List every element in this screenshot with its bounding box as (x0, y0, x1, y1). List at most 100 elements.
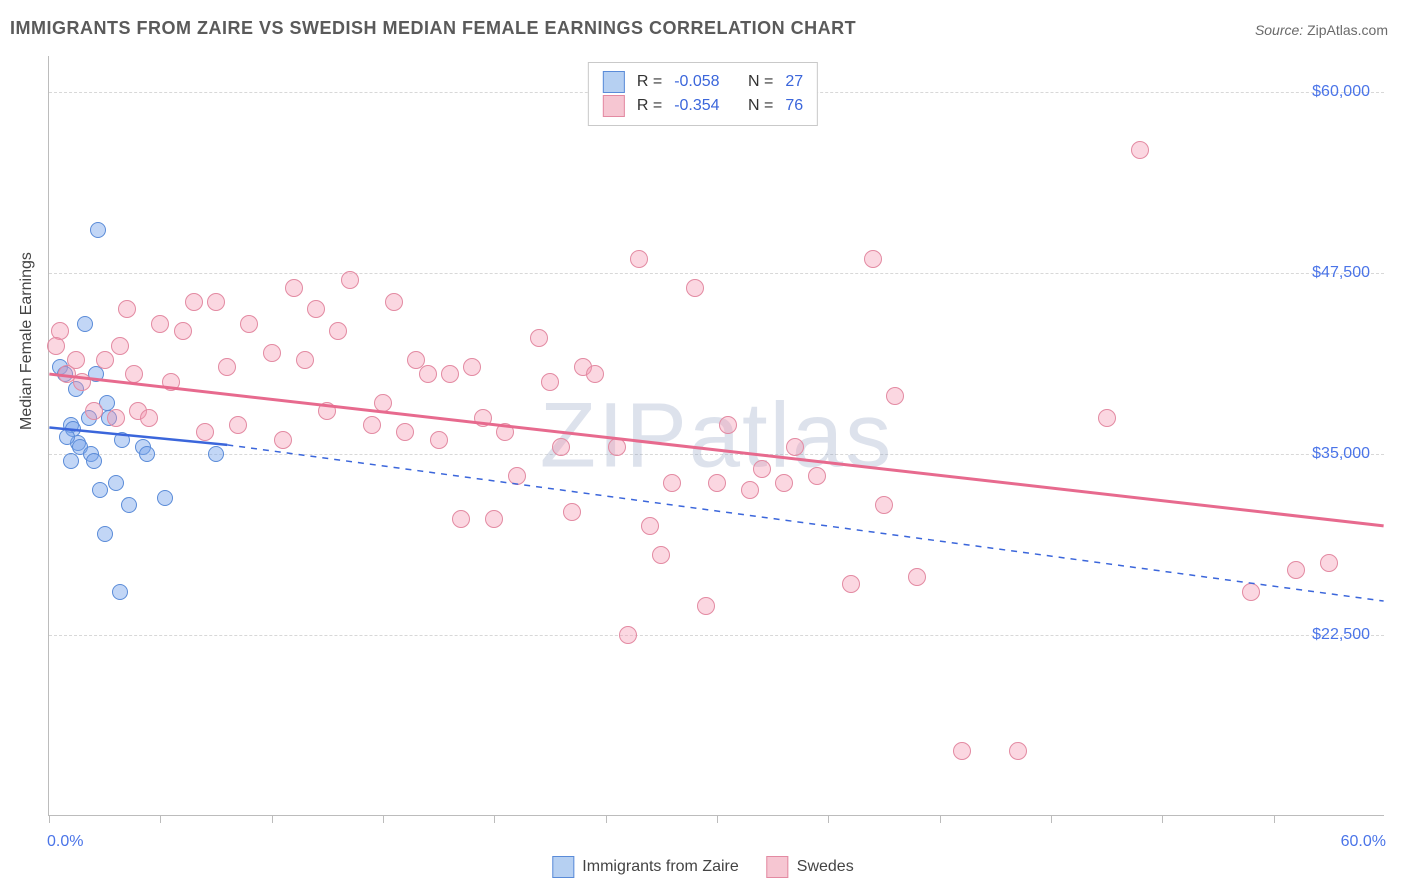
legend-r-value-zaire: -0.058 (674, 73, 719, 91)
legend-row-swedes: R = -0.354 N = 76 (603, 95, 803, 117)
data-point-swedes (563, 503, 581, 521)
legend-r-label: R = (637, 73, 662, 91)
legend-n-label: N = (748, 73, 773, 91)
data-point-swedes (396, 423, 414, 441)
x-tick (606, 815, 607, 823)
watermark: ZIPatlas (540, 383, 893, 488)
data-point-swedes (162, 373, 180, 391)
data-point-zaire (86, 453, 102, 469)
data-point-swedes (207, 293, 225, 311)
data-point-swedes (151, 315, 169, 333)
data-point-swedes (496, 423, 514, 441)
data-point-zaire (208, 446, 224, 462)
data-point-swedes (886, 387, 904, 405)
data-point-swedes (274, 431, 292, 449)
trend-lines-layer (49, 56, 1384, 815)
x-tick (160, 815, 161, 823)
data-point-swedes (652, 546, 670, 564)
legend-swatch-zaire-icon (552, 856, 574, 878)
data-point-zaire (112, 584, 128, 600)
data-point-swedes (697, 597, 715, 615)
data-point-swedes (296, 351, 314, 369)
data-point-zaire (59, 429, 75, 445)
data-point-swedes (508, 467, 526, 485)
x-tick (940, 815, 941, 823)
data-point-swedes (318, 402, 336, 420)
data-point-swedes (363, 416, 381, 434)
y-tick-label: $60,000 (1312, 83, 1370, 101)
legend-row-zaire: R = -0.058 N = 27 (603, 71, 803, 93)
data-point-swedes (240, 315, 258, 333)
x-axis-max-label: 60.0% (1341, 833, 1386, 851)
data-point-swedes (586, 365, 604, 383)
data-point-swedes (430, 431, 448, 449)
data-point-swedes (96, 351, 114, 369)
data-point-swedes (1242, 583, 1260, 601)
legend-swatch-swedes (603, 95, 625, 117)
data-point-swedes (530, 329, 548, 347)
y-tick-label: $35,000 (1312, 445, 1370, 463)
data-point-zaire (90, 222, 106, 238)
data-point-zaire (92, 482, 108, 498)
data-point-swedes (111, 337, 129, 355)
data-point-zaire (121, 497, 137, 513)
gridline (49, 454, 1384, 455)
data-point-swedes (407, 351, 425, 369)
legend-swatch-swedes-icon (767, 856, 789, 878)
data-point-swedes (474, 409, 492, 427)
data-point-swedes (174, 322, 192, 340)
data-point-swedes (842, 575, 860, 593)
x-tick (828, 815, 829, 823)
gridline (49, 635, 1384, 636)
source-label: Source: (1255, 22, 1303, 38)
data-point-swedes (775, 474, 793, 492)
data-point-swedes (953, 742, 971, 760)
x-tick (49, 815, 50, 823)
legend-n-value-zaire: 27 (785, 73, 803, 91)
correlation-legend: R = -0.058 N = 27 R = -0.354 N = 76 (588, 62, 818, 126)
data-point-swedes (463, 358, 481, 376)
data-point-swedes (1131, 141, 1149, 159)
data-point-swedes (663, 474, 681, 492)
data-point-swedes (73, 373, 91, 391)
data-point-swedes (341, 271, 359, 289)
source-value: ZipAtlas.com (1307, 22, 1388, 38)
legend-item-swedes: Swedes (767, 856, 854, 878)
data-point-swedes (753, 460, 771, 478)
series-legend: Immigrants from Zaire Swedes (552, 856, 853, 878)
data-point-swedes (1287, 561, 1305, 579)
data-point-swedes (908, 568, 926, 586)
plot-area: ZIPatlas 0.0% 60.0% $22,500$35,000$47,50… (48, 56, 1384, 816)
data-point-swedes (67, 351, 85, 369)
x-tick (383, 815, 384, 823)
data-point-swedes (641, 517, 659, 535)
data-point-swedes (125, 365, 143, 383)
data-point-swedes (229, 416, 247, 434)
data-point-swedes (630, 250, 648, 268)
data-point-swedes (196, 423, 214, 441)
data-point-swedes (1009, 742, 1027, 760)
data-point-swedes (1098, 409, 1116, 427)
data-point-swedes (864, 250, 882, 268)
data-point-swedes (263, 344, 281, 362)
data-point-swedes (329, 322, 347, 340)
data-point-swedes (419, 365, 437, 383)
legend-r-value-swedes: -0.354 (674, 97, 719, 115)
data-point-swedes (118, 300, 136, 318)
y-axis-title: Median Female Earnings (18, 252, 36, 430)
data-point-swedes (741, 481, 759, 499)
data-point-zaire (77, 316, 93, 332)
data-point-swedes (385, 293, 403, 311)
data-point-swedes (686, 279, 704, 297)
x-axis-min-label: 0.0% (47, 833, 83, 851)
data-point-swedes (307, 300, 325, 318)
y-tick-label: $22,500 (1312, 626, 1370, 644)
x-tick (1274, 815, 1275, 823)
chart-title: IMMIGRANTS FROM ZAIRE VS SWEDISH MEDIAN … (10, 18, 856, 39)
data-point-swedes (786, 438, 804, 456)
data-point-swedes (808, 467, 826, 485)
data-point-swedes (185, 293, 203, 311)
legend-item-zaire: Immigrants from Zaire (552, 856, 738, 878)
data-point-swedes (541, 373, 559, 391)
data-point-zaire (97, 526, 113, 542)
